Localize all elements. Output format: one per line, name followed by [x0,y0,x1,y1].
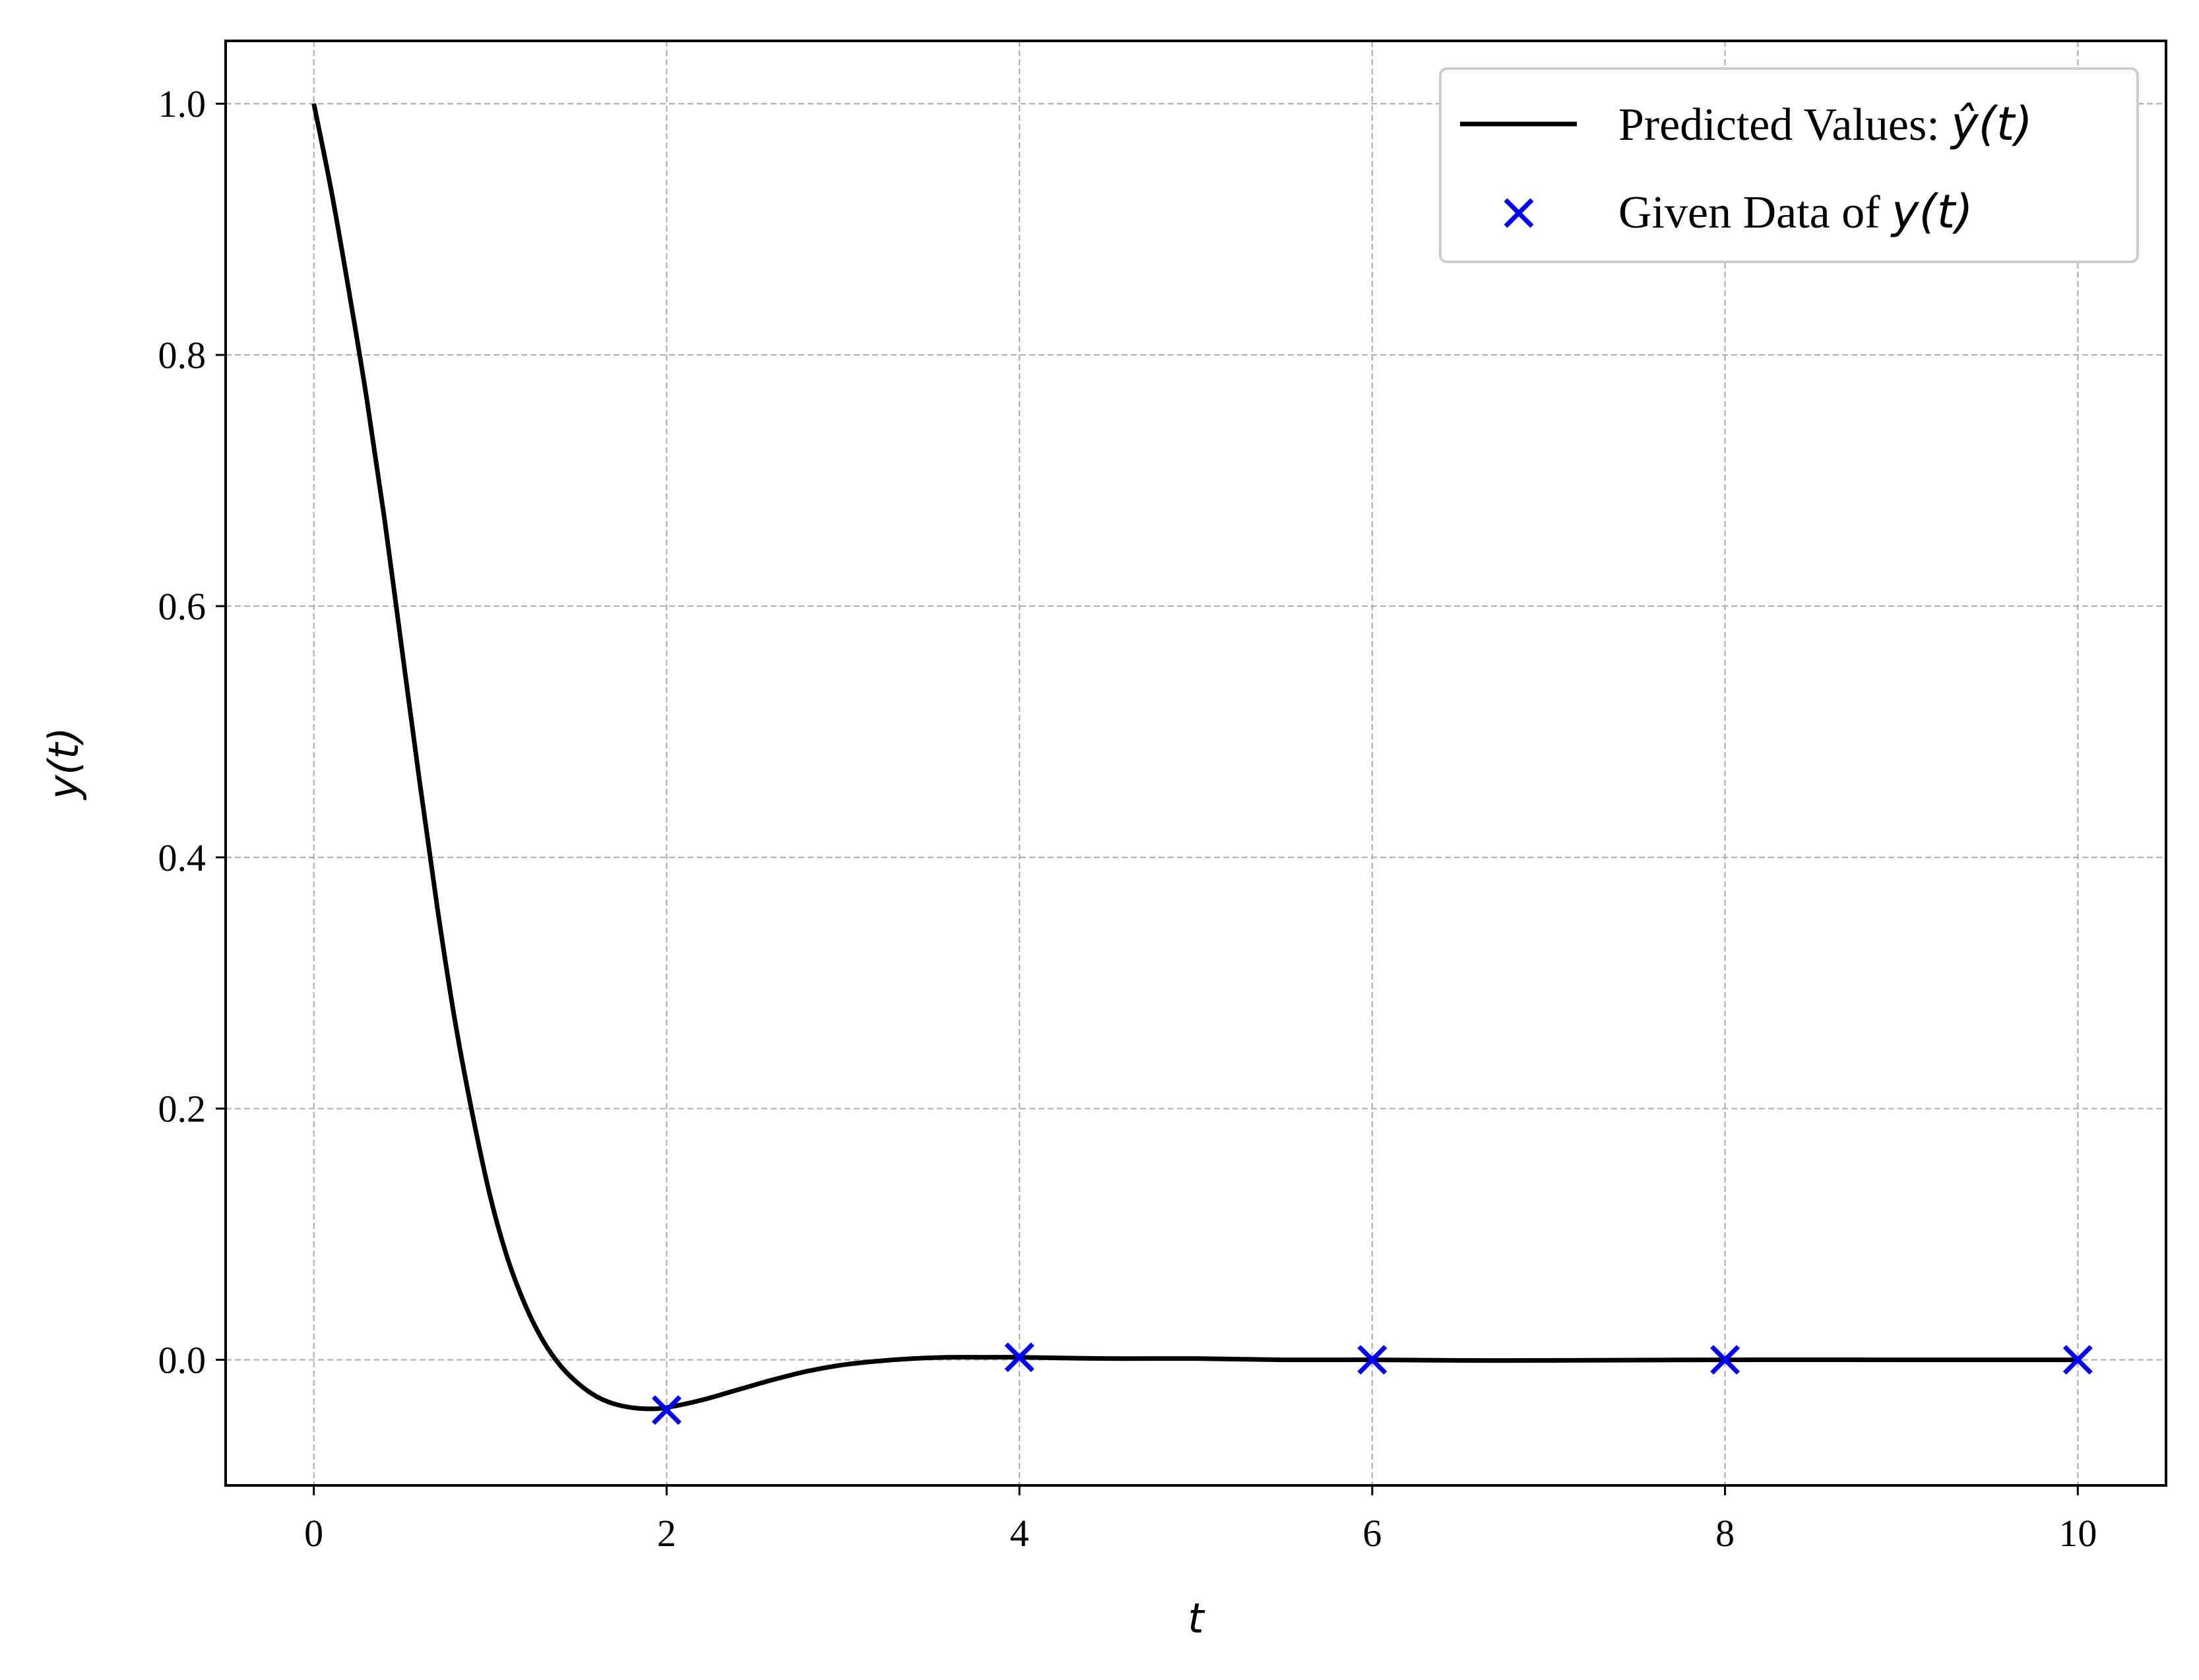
given-data-point [1710,1345,1740,1375]
legend-box [1439,67,2139,263]
x-axis-label: t [1188,1594,1205,1642]
legend-entry-predicted-text: Predicted Values: [1618,100,1951,150]
y-axis-label: y(t) [40,727,88,800]
x-tick-label: 6 [1362,1512,1382,1555]
marker-stroke [1710,1345,1740,1375]
given-data-point [651,1395,682,1425]
legend-marker-swatch [1504,198,1534,228]
predicted-line [311,103,2078,1412]
legend-entry-given-data-text: Given Data of [1618,187,1892,238]
given-data-point [1004,1342,1035,1373]
legend-entry-given-data: Given Data of y(t) [1618,185,1973,239]
y-tick-label: 0.8 [158,334,207,377]
ticks: 0 2 4 6 8 10 0.0 0.2 0.4 0.6 0.8 1.0 [158,82,2097,1555]
marker-stroke [1004,1342,1035,1373]
marker-stroke [651,1395,682,1425]
marker-stroke [2062,1345,2093,1375]
legend-x-marker [1504,198,1534,228]
x-tick-label: 2 [657,1512,676,1555]
x-tick-label: 10 [2058,1512,2097,1555]
legend-entry-predicted-math: ŷ(t) [1950,97,2033,151]
legend: Predicted Values: ŷ(t) Given Data of y(t… [1439,67,2139,263]
x-tick-label: 8 [1715,1512,1735,1555]
given-data-point [1357,1345,1387,1375]
y-tick-label: 0.0 [158,1339,207,1382]
grid [226,41,2166,1485]
plot-area [311,103,2093,1425]
legend-entry-predicted: Predicted Values: ŷ(t) [1618,97,2033,151]
y-tick-label: 1.0 [158,82,207,125]
legend-entry-given-data-math: y(t) [1890,185,1973,239]
y-tick-label: 0.4 [158,836,207,879]
x-tick-label: 0 [304,1512,323,1555]
axes-frame [224,40,2167,1487]
marker-stroke [1357,1345,1387,1375]
y-tick-label: 0.6 [158,585,207,628]
marker-stroke [1504,198,1534,228]
x-tick-label: 4 [1010,1512,1029,1555]
given-data-point [2062,1345,2093,1375]
y-tick-label: 0.2 [158,1088,207,1131]
